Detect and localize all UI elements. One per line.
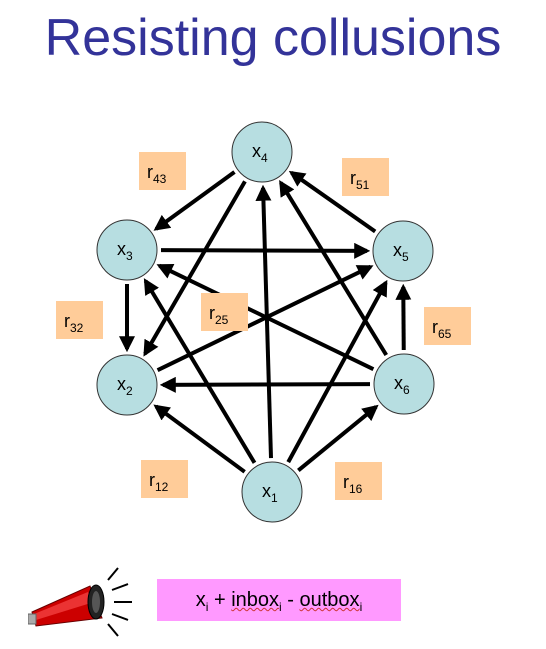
formula-minus: - [281, 589, 300, 611]
formula-outbox: outboxi [299, 589, 363, 614]
megaphone-icon [28, 567, 132, 637]
formula-plus: + [208, 589, 232, 611]
node-x1: x1 [241, 461, 303, 523]
edge-x1-x5 [286, 279, 388, 464]
edge-label-r25: r25 [201, 293, 248, 331]
edge-x4-x3 [153, 170, 236, 231]
node-x2: x2 [96, 354, 158, 416]
edge-x1-x6 [297, 404, 379, 473]
edge-x1-x4 [255, 184, 273, 459]
edge-label-r16: r16 [335, 462, 382, 500]
edge-label-r32: r32 [56, 301, 103, 339]
node-x3: x3 [96, 219, 158, 281]
edge-label-r65: r65 [424, 307, 471, 345]
edge-label-r51: r51 [342, 158, 389, 196]
edge-x1-x3 [143, 278, 257, 464]
formula-x: x [195, 589, 206, 611]
edge-x4-x2 [143, 180, 247, 357]
formula-x-sub: i [205, 600, 209, 614]
slide-title: Resisting collusions [44, 9, 502, 67]
formula-inbox: inboxi [231, 589, 282, 614]
formula-box: xi + inboxi - outboxi [157, 579, 401, 621]
edge-x5-x4 [288, 170, 377, 234]
node-x4: x4 [231, 121, 293, 183]
edge-x6-x2 [159, 376, 371, 393]
edge-label-r12: r12 [141, 460, 188, 498]
edge-x1-x2 [153, 404, 246, 474]
edge-x6-x4 [279, 179, 388, 357]
edge-label-r43: r43 [139, 152, 186, 190]
node-x5: x5 [372, 220, 434, 282]
node-x6: x6 [373, 353, 435, 415]
